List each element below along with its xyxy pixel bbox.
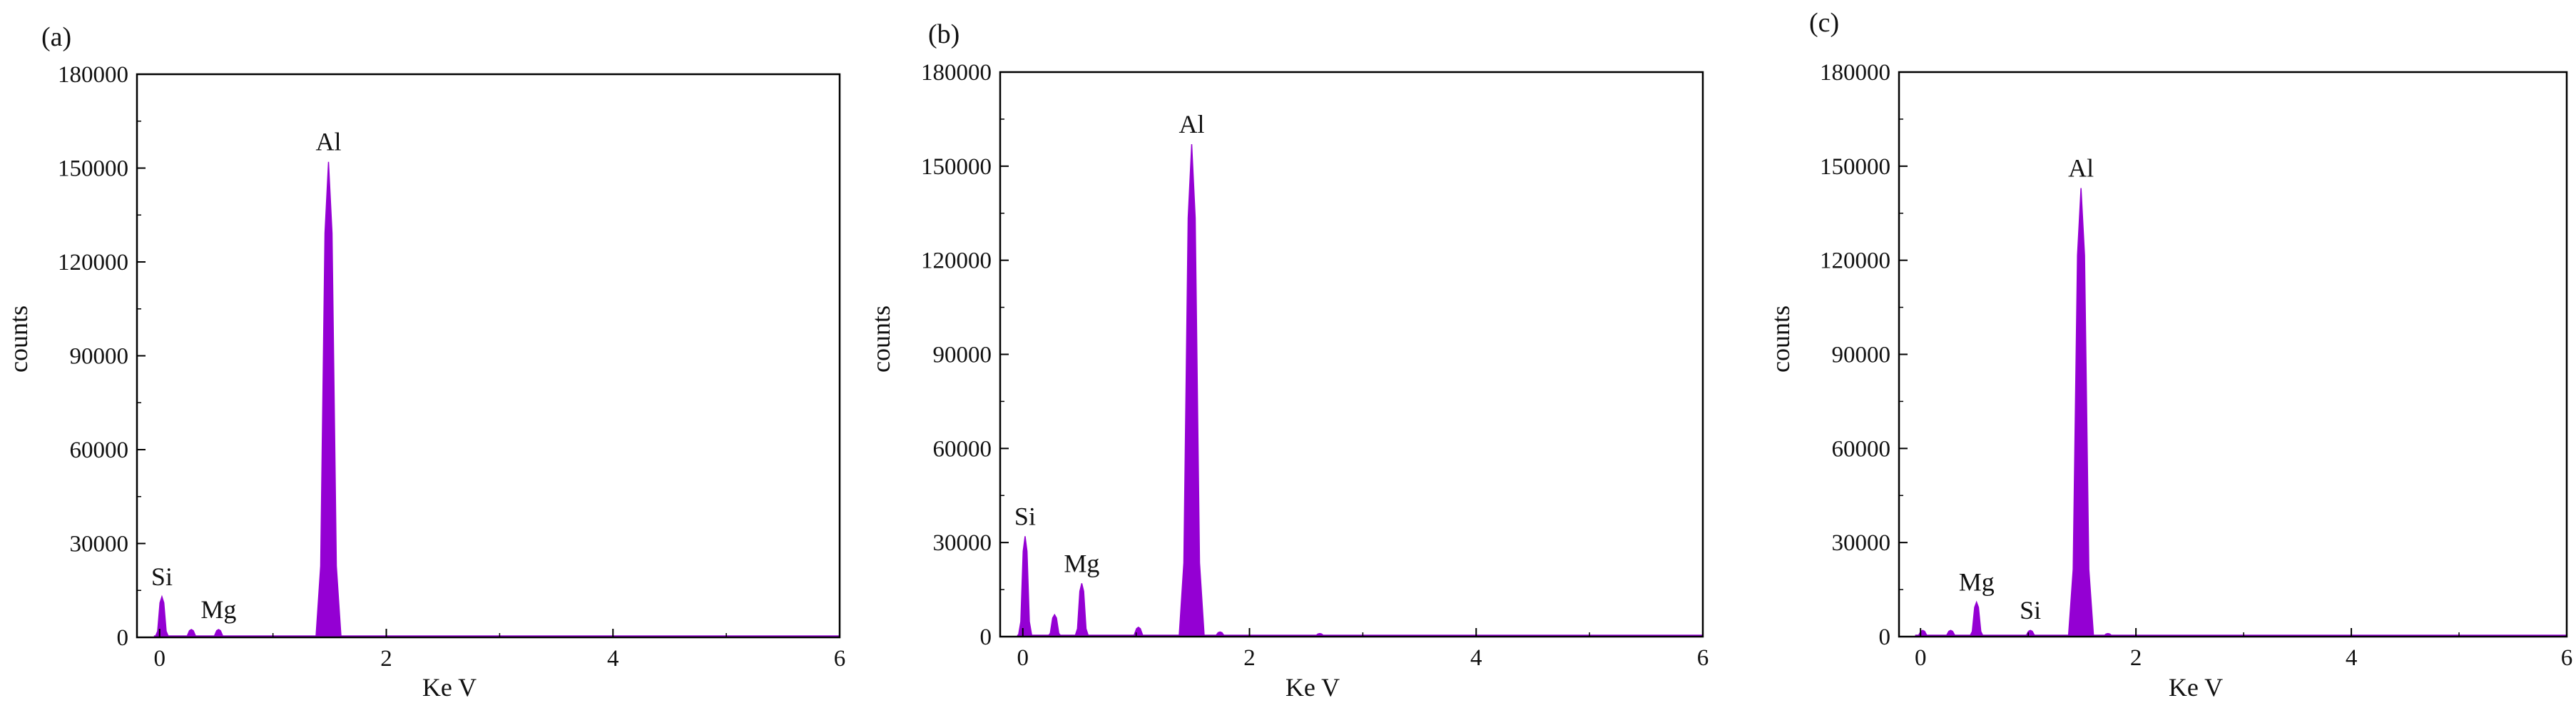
x-axis-title: Ke V bbox=[1286, 673, 1340, 702]
x-axis-title: Ke V bbox=[2169, 673, 2223, 702]
x-axis-title: Ke V bbox=[422, 673, 477, 702]
spectrum-peak bbox=[315, 161, 342, 638]
y-tick-label: 90000 bbox=[933, 343, 992, 368]
spectrum-peak bbox=[2067, 188, 2094, 637]
y-tick-label: 120000 bbox=[921, 248, 992, 274]
y-tick-label: 90000 bbox=[1832, 343, 1891, 368]
y-tick-label: 0 bbox=[980, 624, 992, 650]
x-tick-label: 4 bbox=[1470, 645, 1482, 671]
x-tick-label: 0 bbox=[1017, 645, 1029, 671]
plot-frame bbox=[1898, 71, 2568, 638]
panel-c: (c) Ke V counts Mg Si Al 0 2 4 6 0 30000 60000 90… bbox=[1766, 8, 2572, 702]
spectrum-peak bbox=[1915, 629, 1930, 637]
y-tick-label: 30000 bbox=[1832, 530, 1891, 556]
y-axis-title: counts bbox=[4, 305, 33, 373]
y-tick-label: 180000 bbox=[58, 62, 128, 88]
spectrum-peak bbox=[211, 629, 226, 638]
spectrum-marks: Si Mg Al bbox=[1014, 110, 1704, 637]
x-tick-label: 4 bbox=[2346, 645, 2358, 671]
spectrum-peak bbox=[1074, 583, 1090, 637]
y-tick-label: 120000 bbox=[1820, 248, 1890, 274]
x-tick-label: 6 bbox=[1697, 645, 1709, 671]
x-tick-label: 6 bbox=[834, 646, 846, 672]
y-tick-label: 30000 bbox=[933, 530, 992, 556]
spectrum-peak bbox=[1017, 536, 1033, 637]
peak-label-si: Si bbox=[1014, 502, 1036, 530]
x-tick-label: 2 bbox=[2130, 645, 2142, 671]
axis-ticks: 0 2 4 6 0 30000 60000 90000 120000 150000 180000 bbox=[58, 62, 845, 672]
y-axis-title: counts bbox=[867, 305, 895, 373]
peak-label-mg: Mg bbox=[1064, 549, 1099, 577]
axis-ticks: 0 2 4 6 0 30000 60000 90000 120000 150000 180000 bbox=[1820, 60, 2572, 671]
y-tick-label: 60000 bbox=[933, 436, 992, 462]
axis-ticks: 0 2 4 6 0 30000 60000 90000 120000 150000 180000 bbox=[921, 60, 1709, 671]
y-tick-label: 150000 bbox=[921, 154, 992, 180]
peak-label-al: Al bbox=[315, 128, 341, 156]
plot-frame bbox=[999, 71, 1704, 638]
panel-b: (b) Ke V counts Si Mg Al 0 2 4 6 0 30000 60000 90… bbox=[867, 19, 1709, 702]
spectrum-peak bbox=[2023, 629, 2038, 637]
spectrum-peak bbox=[1178, 144, 1205, 637]
x-tick-label: 2 bbox=[380, 646, 392, 672]
peak-label-al: Al bbox=[2068, 154, 2094, 183]
y-tick-label: 180000 bbox=[921, 60, 992, 86]
peak-label-al: Al bbox=[1178, 110, 1204, 138]
spectrum-peak bbox=[1047, 613, 1063, 637]
x-tick-label: 4 bbox=[607, 646, 619, 672]
peak-label-mg: Mg bbox=[200, 595, 236, 624]
y-tick-label: 0 bbox=[117, 625, 129, 651]
spectrum-peak bbox=[1968, 600, 1985, 637]
panel-label: (a) bbox=[41, 22, 71, 52]
spectrum-peak bbox=[154, 595, 170, 638]
x-tick-label: 0 bbox=[154, 646, 166, 672]
spectrum-marks: Si Mg Al bbox=[151, 128, 840, 638]
y-tick-label: 30000 bbox=[70, 532, 129, 557]
panel-label: (c) bbox=[1809, 8, 1839, 38]
peak-label-mg: Mg bbox=[1959, 568, 1995, 597]
y-tick-label: 60000 bbox=[70, 438, 129, 463]
y-tick-label: 90000 bbox=[70, 344, 129, 370]
y-tick-label: 60000 bbox=[1832, 436, 1891, 462]
x-tick-label: 0 bbox=[1915, 645, 1927, 671]
panel-label: (b) bbox=[928, 19, 959, 49]
y-axis-title: counts bbox=[1766, 305, 1795, 373]
y-tick-label: 150000 bbox=[1820, 154, 1890, 180]
y-tick-label: 0 bbox=[1879, 624, 1891, 650]
y-tick-label: 150000 bbox=[58, 156, 128, 182]
peak-label-si: Si bbox=[151, 562, 173, 591]
spectrum-marks: Mg Si Al bbox=[1915, 154, 2567, 637]
x-tick-label: 6 bbox=[2561, 645, 2573, 671]
spectrum-peak bbox=[184, 629, 199, 638]
y-tick-label: 180000 bbox=[1820, 60, 1890, 86]
spectrum-peak bbox=[1131, 626, 1146, 637]
y-tick-label: 120000 bbox=[58, 250, 128, 275]
peak-label-si: Si bbox=[2020, 596, 2041, 624]
x-tick-label: 2 bbox=[1243, 645, 1256, 671]
plot-frame bbox=[136, 73, 841, 639]
panel-a: (a) Ke V counts Si Mg Al 0 2 4 6 0 30000 60000 90… bbox=[4, 22, 845, 702]
spectrum-peak bbox=[1943, 629, 1958, 637]
